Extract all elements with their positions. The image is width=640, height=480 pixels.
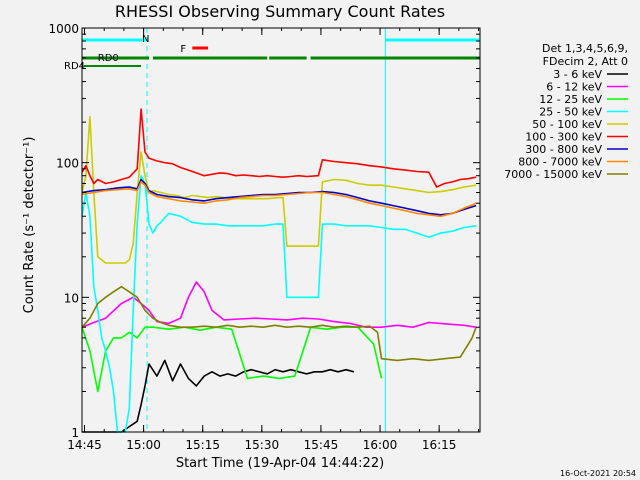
x-tick-label: 15:15 xyxy=(185,438,220,452)
series-line-2 xyxy=(81,326,383,393)
y-tick-label: 1000 xyxy=(48,22,79,36)
y-tick-label: 10 xyxy=(64,291,79,305)
x-tick-label: 15:30 xyxy=(245,438,280,452)
x-tick-label: 16:00 xyxy=(363,438,398,452)
chart-title: RHESSI Observing Summary Count Rates xyxy=(115,2,445,21)
legend-entry-label: 25 - 50 keV xyxy=(539,106,602,119)
series-line-0 xyxy=(82,359,355,433)
series-line-7 xyxy=(81,181,477,218)
axes-frame xyxy=(81,27,481,433)
series-line-8 xyxy=(81,285,477,362)
y-axis-label: Count Rate (s⁻¹ detector⁻¹) xyxy=(22,137,37,314)
cyan-state-label: N xyxy=(142,34,149,45)
series-layer xyxy=(81,108,477,433)
x-tick-label: 14:45 xyxy=(67,438,102,452)
legend-entry-label: 50 - 100 keV xyxy=(532,118,602,131)
rd0-label: RD0 xyxy=(98,53,119,64)
x-axis-label: Start Time (19-Apr-04 14:44:22) xyxy=(176,456,384,471)
x-tick-label: 16:15 xyxy=(422,438,457,452)
x-tick-label: 15:00 xyxy=(126,438,161,452)
legend-entry-label: 300 - 800 keV xyxy=(525,143,602,156)
axes: 1 10 100 1000 14:45 15:00 15:15 15:30 15:45 16:00… xyxy=(48,22,481,452)
y-tick-label: 100 xyxy=(56,157,79,171)
rd4-label: RD4 xyxy=(64,61,85,72)
y-tick-label: 1 xyxy=(71,426,79,440)
legend-entry-label: 12 - 25 keV xyxy=(539,93,602,106)
legend-entry-label: 100 - 300 keV xyxy=(525,131,602,144)
legend-entry-label: 3 - 6 keV xyxy=(553,68,602,81)
series-line-5 xyxy=(81,108,477,188)
series-line-3 xyxy=(81,174,477,433)
legend-entry-label: 6 - 12 keV xyxy=(546,81,602,94)
annotation-layer: N F RD0 RD4 xyxy=(64,28,481,432)
x-tick-label: 15:45 xyxy=(304,438,339,452)
legend-entry-label: 7000 - 15000 keV xyxy=(504,168,602,181)
footer-timestamp: 16-Oct-2021 20:54 xyxy=(560,469,636,478)
series-line-6 xyxy=(81,178,477,216)
flare-flag-label: F xyxy=(180,44,186,55)
legend-entry-label: 800 - 7000 keV xyxy=(518,156,602,169)
legend-header: FDecim 2, Att 0 xyxy=(543,55,628,68)
legend: Det 1,3,4,5,6,9,FDecim 2, Att 03 - 6 keV… xyxy=(504,42,628,181)
legend-header: Det 1,3,4,5,6,9, xyxy=(542,42,628,55)
